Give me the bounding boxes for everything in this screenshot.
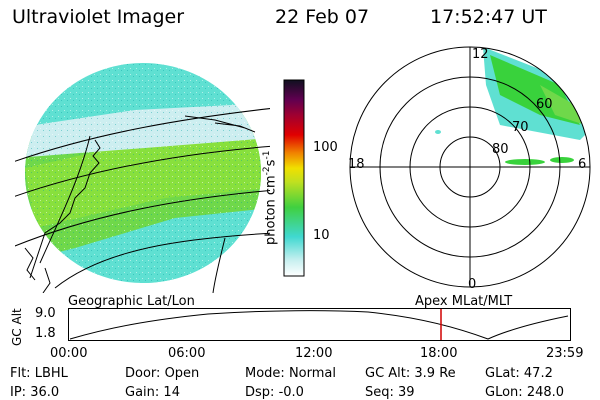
time-label: 17:52:47 UT	[430, 6, 547, 28]
mlt-label-0: 0	[468, 277, 477, 292]
altitude-plot	[68, 308, 571, 341]
geographic-label: Geographic Lat/Lon	[68, 294, 195, 309]
lat-label-60: 60	[536, 97, 553, 112]
lat-label-70: 70	[512, 120, 529, 135]
status-flt: Flt: LBHL	[10, 366, 68, 381]
colorbar-tick-10: 10	[313, 228, 330, 243]
status-seq: Seq: 39	[365, 385, 415, 400]
status-glat: GLat: 47.2	[485, 366, 553, 381]
status-ip: IP: 36.0	[10, 385, 60, 400]
apex-label: Apex MLat/MLT	[415, 294, 513, 309]
x-tick-0600: 06:00	[168, 346, 206, 361]
altitude-tick-high: 9.0	[35, 306, 56, 321]
status-glon: GLon: 248.0	[485, 385, 565, 400]
x-tick-1200: 12:00	[295, 346, 333, 361]
mlt-label-18: 18	[348, 157, 365, 172]
altitude-tick-low: 1.8	[35, 326, 56, 341]
colorbar-tick-100: 100	[313, 140, 338, 155]
app-title: Ultraviolet Imager	[12, 6, 185, 28]
mlt-label-12: 12	[472, 47, 489, 62]
status-gain: Gain: 14	[125, 385, 180, 400]
colorbar-unit-label: photon cm-2s-1	[262, 150, 279, 245]
status-mode: Mode: Normal	[245, 366, 336, 381]
altitude-axis-title: GC Alt	[10, 308, 24, 346]
x-tick-2359: 23:59	[546, 346, 584, 361]
geographic-image	[15, 63, 270, 293]
polar-plot	[349, 46, 591, 288]
x-tick-1800: 18:00	[420, 346, 458, 361]
status-dsp: Dsp: -0.0	[245, 385, 304, 400]
colorbar	[283, 79, 305, 277]
date-label: 22 Feb 07	[275, 6, 370, 28]
mlt-label-6: 6	[578, 157, 587, 172]
x-tick-0000: 00:00	[50, 346, 88, 361]
status-door: Door: Open	[125, 366, 200, 381]
lat-label-80: 80	[492, 142, 509, 157]
status-gc-alt: GC Alt: 3.9 Re	[365, 366, 456, 381]
